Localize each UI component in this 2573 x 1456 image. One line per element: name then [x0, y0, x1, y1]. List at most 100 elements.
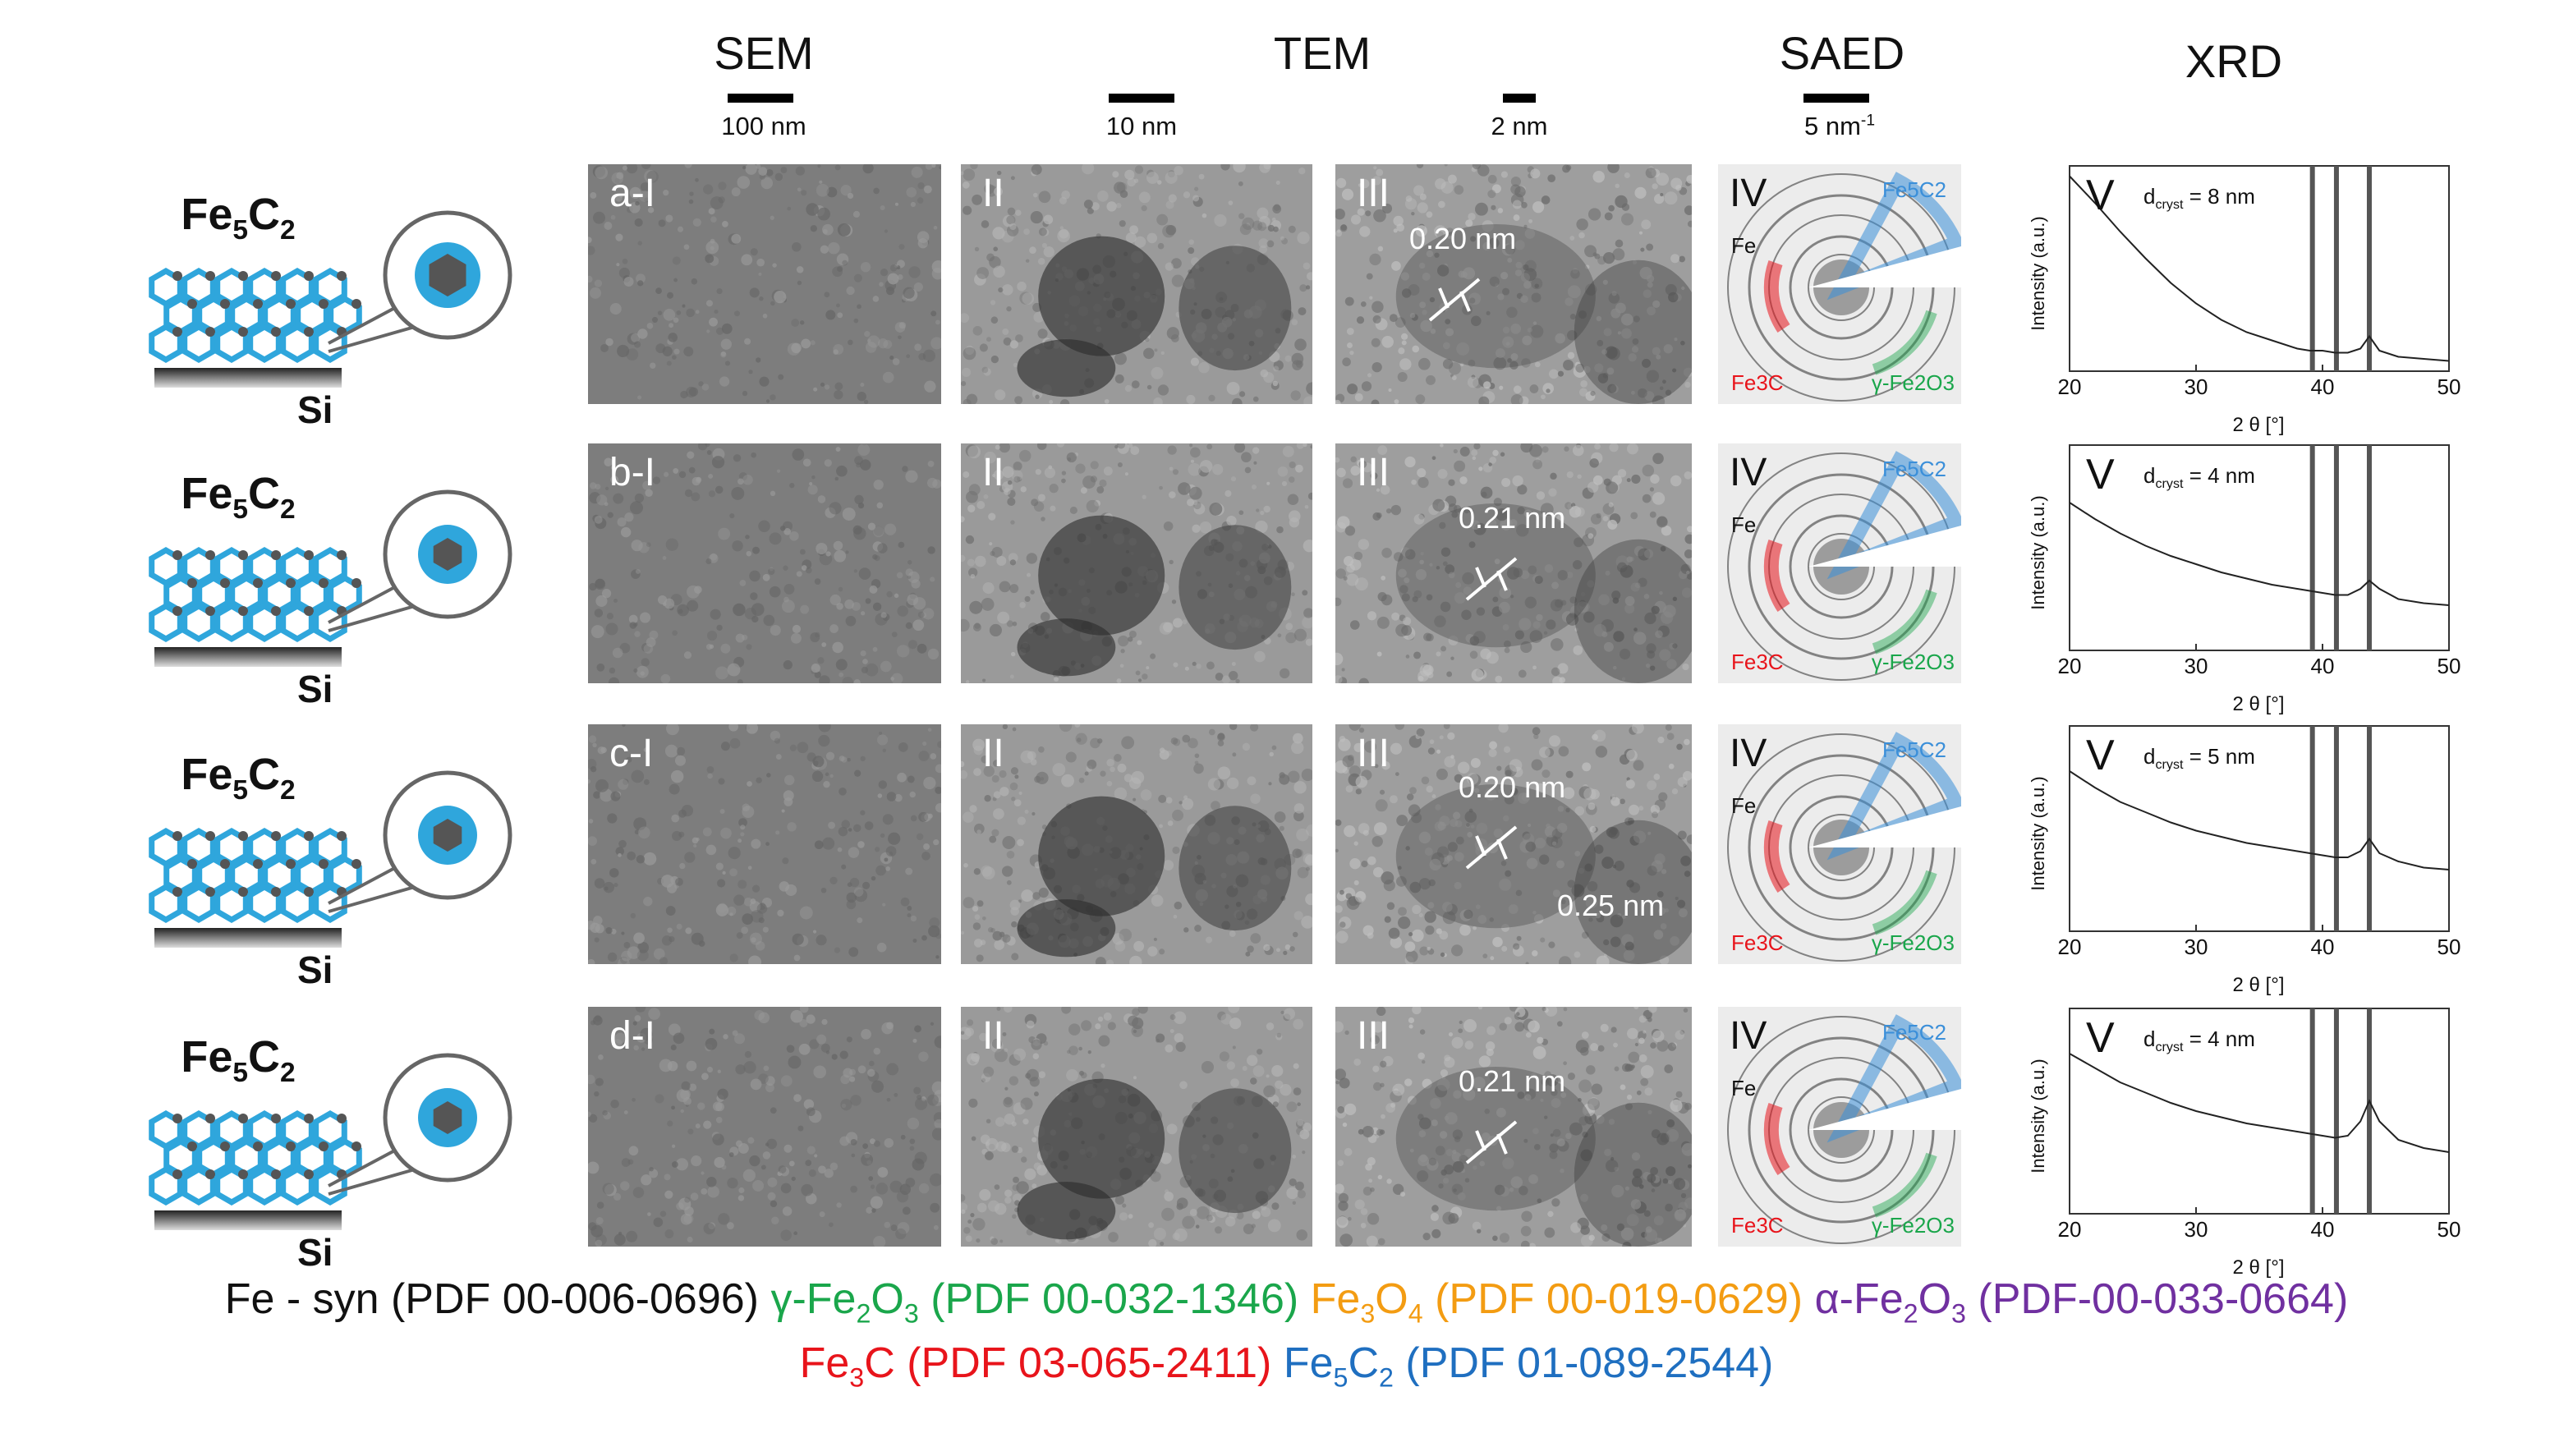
- substrate-label: Si: [297, 388, 333, 431]
- saed-phase-label-fe5c2: Fe5C2: [1882, 1020, 1946, 1045]
- nanoparticle: [238, 327, 248, 337]
- hrtem-panel-label: III: [1357, 172, 1390, 215]
- schematic-formula: Fe5C2: [181, 1032, 296, 1088]
- nanoparticle: [187, 859, 197, 869]
- saed-panel-label: IV: [1730, 451, 1767, 494]
- particle-shapes: [1017, 1078, 1292, 1240]
- hrtem-image: III 0.20 nm 0.25 nm: [1335, 724, 1692, 964]
- crystallite-size-label: dcryst = 4 nm: [2143, 1027, 2255, 1055]
- x-tick-label: 40: [2310, 935, 2335, 959]
- fe3c-arc: [1763, 1103, 1790, 1175]
- diffraction-rings: [1718, 164, 1961, 404]
- particle-core: [433, 819, 462, 852]
- texture: [588, 164, 941, 404]
- hrtem-panel-label: III: [1357, 1014, 1390, 1058]
- gfe2o3-arc: [1872, 310, 1937, 375]
- lattice-spacing-label: 0.20 nm: [1409, 222, 1517, 255]
- nanoparticle: [205, 1169, 215, 1179]
- hrtem-panel-label: III: [1357, 451, 1390, 494]
- arrow: [1465, 825, 1518, 870]
- x-tick-label: 40: [2310, 654, 2335, 678]
- scale-label-tem-low: 10 nm: [1105, 112, 1178, 140]
- particle: [1038, 1078, 1165, 1199]
- x-tick-label: 30: [2184, 935, 2208, 959]
- nanoparticle: [304, 606, 314, 616]
- arrow: [1475, 835, 1486, 857]
- nanoparticle: [271, 550, 281, 560]
- particle-core: [429, 254, 466, 296]
- hrtem-panel-label: III: [1357, 732, 1390, 775]
- nanoparticle: [253, 578, 263, 588]
- particle: [1017, 339, 1116, 397]
- particle-core: [433, 1101, 462, 1134]
- x-axis-title: 2 θ [°]: [2232, 414, 2285, 436]
- gfe2o3-arc: [1872, 1152, 1937, 1218]
- nanoparticle: [205, 550, 215, 560]
- substrate: [154, 1210, 342, 1230]
- x-tick-label: 20: [2057, 1217, 2082, 1242]
- saed-phase-label-fe: Fe: [1731, 1076, 1757, 1100]
- beam-stop: [1808, 526, 1961, 567]
- saed-phase-label-gfe2o3: γ-Fe2O3: [1871, 370, 1955, 395]
- texture: [1335, 724, 1692, 964]
- schematic-formula: Fe5C2: [181, 190, 296, 246]
- sem-panel-label: a-I: [609, 172, 656, 215]
- substrate-label: Si: [297, 948, 333, 991]
- header-saed: SAED: [1779, 27, 1905, 79]
- schematic-diagram: [149, 1053, 512, 1230]
- diffraction-rings: [1718, 724, 1961, 964]
- nanoparticle: [337, 271, 347, 281]
- tem-image-low-mag: II: [961, 164, 1312, 404]
- fe5c2-arc: [1826, 1014, 1961, 1143]
- texture: [588, 724, 941, 964]
- tem-panel-label: II: [982, 1014, 1004, 1058]
- saed-phase-label-fe3c: Fe3C: [1731, 650, 1784, 674]
- lattice-arrows: [1428, 278, 1481, 322]
- scale-bar-tem-high: [1503, 94, 1536, 103]
- saed-pattern: IV Fe5C2 Fe Fe3C γ-Fe2O3: [1718, 164, 1961, 404]
- crystallite-size-label: dcryst = 5 nm: [2143, 744, 2255, 773]
- legend-line-1: Fe - syn (PDF 00-006-0696) γ-Fe2O3 (PDF …: [0, 1275, 2573, 1329]
- nanoparticle: [351, 1141, 361, 1151]
- nanoparticle: [172, 550, 182, 560]
- nanoparticle: [337, 1114, 347, 1123]
- particle-shapes: [1395, 784, 1692, 964]
- nanoparticle: [238, 550, 248, 560]
- nanoparticle: [304, 887, 314, 897]
- particle-shapes: [1395, 224, 1692, 404]
- particle: [1038, 796, 1165, 916]
- legend-entry: Fe3C (PDF 03-065-2411): [799, 1339, 1284, 1393]
- fe3c-arc: [1763, 260, 1790, 333]
- x-tick-label: 20: [2057, 374, 2082, 399]
- saed-phase-label-fe: Fe: [1731, 793, 1757, 818]
- particle: [1574, 1102, 1692, 1247]
- saed-phase-label-fe5c2: Fe5C2: [1882, 457, 1946, 481]
- substrate-label: Si: [297, 668, 333, 710]
- saed-phase-label-gfe2o3: γ-Fe2O3: [1871, 650, 1955, 674]
- substrate: [154, 647, 342, 667]
- plot-frame: [2069, 444, 2450, 651]
- nanoparticle: [304, 1114, 314, 1123]
- callout-line: [328, 325, 416, 353]
- x-tick-label: 30: [2184, 1217, 2208, 1242]
- nanoparticle: [351, 859, 361, 869]
- tem-panel-label: II: [982, 172, 1004, 215]
- x-tick-label: 30: [2184, 654, 2208, 678]
- nanoparticle: [220, 1141, 230, 1151]
- nanoparticle: [351, 578, 361, 588]
- arrow: [1459, 291, 1471, 312]
- nanoparticle: [205, 831, 215, 841]
- saed-phase-label-fe3c: Fe3C: [1731, 370, 1784, 395]
- scale-label-saed: 5 nm-1: [1804, 112, 1875, 140]
- nanoparticle: [238, 1169, 248, 1179]
- schematic-formula: Fe5C2: [181, 469, 296, 525]
- particle: [1179, 246, 1292, 371]
- particle: [1574, 260, 1692, 404]
- arrow: [1496, 1133, 1508, 1155]
- header-xrd: XRD: [2185, 35, 2283, 87]
- substrate-label: Si: [297, 1231, 333, 1274]
- sem-panel-label: c-I: [609, 732, 654, 775]
- nanoparticle: [271, 831, 281, 841]
- particle: [1179, 1088, 1292, 1214]
- nanoparticle: [220, 578, 230, 588]
